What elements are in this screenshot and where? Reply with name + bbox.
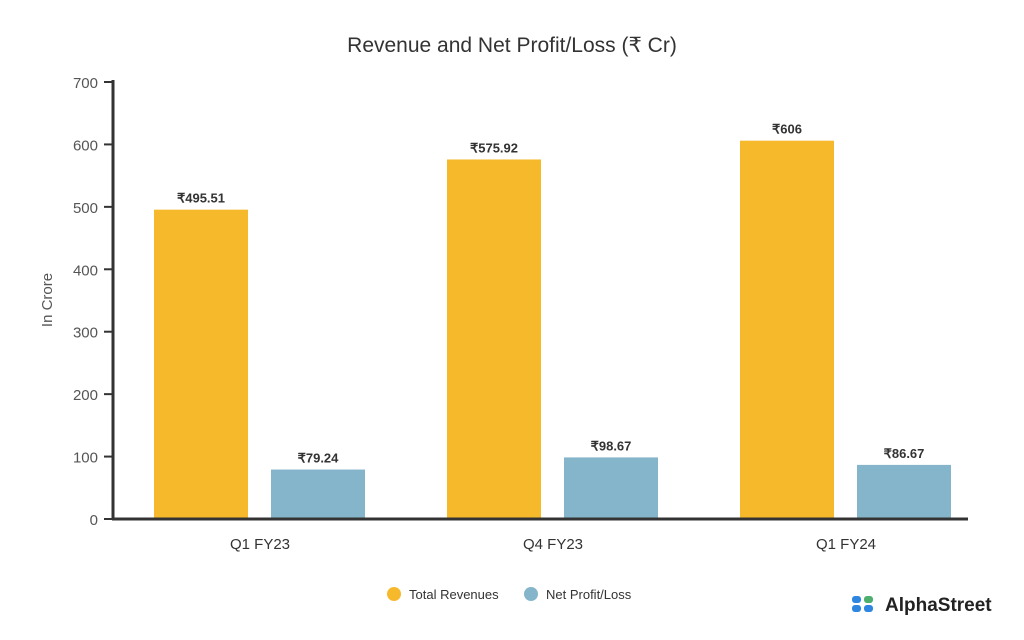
- legend-label: Total Revenues: [409, 587, 499, 602]
- alphastreet-logo: AlphaStreet: [852, 595, 992, 616]
- bar-total-revenues-0: [154, 209, 248, 519]
- y-tick-label: 700: [73, 75, 98, 92]
- logo-text: AlphaStreet: [885, 595, 992, 616]
- y-tick-label: 200: [73, 387, 98, 404]
- y-tick-label: 500: [73, 200, 98, 217]
- logo-mark-icon: [852, 596, 873, 612]
- y-tick-label: 600: [73, 137, 98, 154]
- data-label: ₹606: [772, 122, 802, 137]
- chart-title: Revenue and Net Profit/Loss (₹ Cr): [347, 34, 677, 57]
- data-label: ₹495.51: [177, 191, 225, 206]
- legend-label: Net Profit/Loss: [546, 587, 632, 602]
- legend-swatch: [387, 587, 401, 601]
- y-axis-label: In Crore: [39, 273, 56, 327]
- y-tick-label: 100: [73, 450, 98, 467]
- data-label: ₹86.67: [884, 446, 925, 461]
- x-tick-label: Q4 FY23: [523, 536, 583, 553]
- y-tick-label: 400: [73, 262, 98, 279]
- data-label: ₹79.24: [298, 451, 340, 466]
- bar-net-profit-loss-1: [564, 457, 658, 519]
- y-tick-label: 300: [73, 325, 98, 342]
- bar-net-profit-loss-0: [271, 469, 365, 519]
- x-tick-label: Q1 FY24: [816, 536, 876, 553]
- x-tick-label: Q1 FY23: [230, 536, 290, 553]
- bar-total-revenues-1: [447, 159, 541, 519]
- bar-total-revenues-2: [740, 140, 834, 519]
- bar-net-profit-loss-2: [857, 464, 951, 519]
- legend-swatch: [524, 587, 538, 601]
- data-label: ₹98.67: [591, 438, 632, 453]
- y-tick-label: 0: [90, 512, 98, 529]
- data-label: ₹575.92: [470, 140, 518, 155]
